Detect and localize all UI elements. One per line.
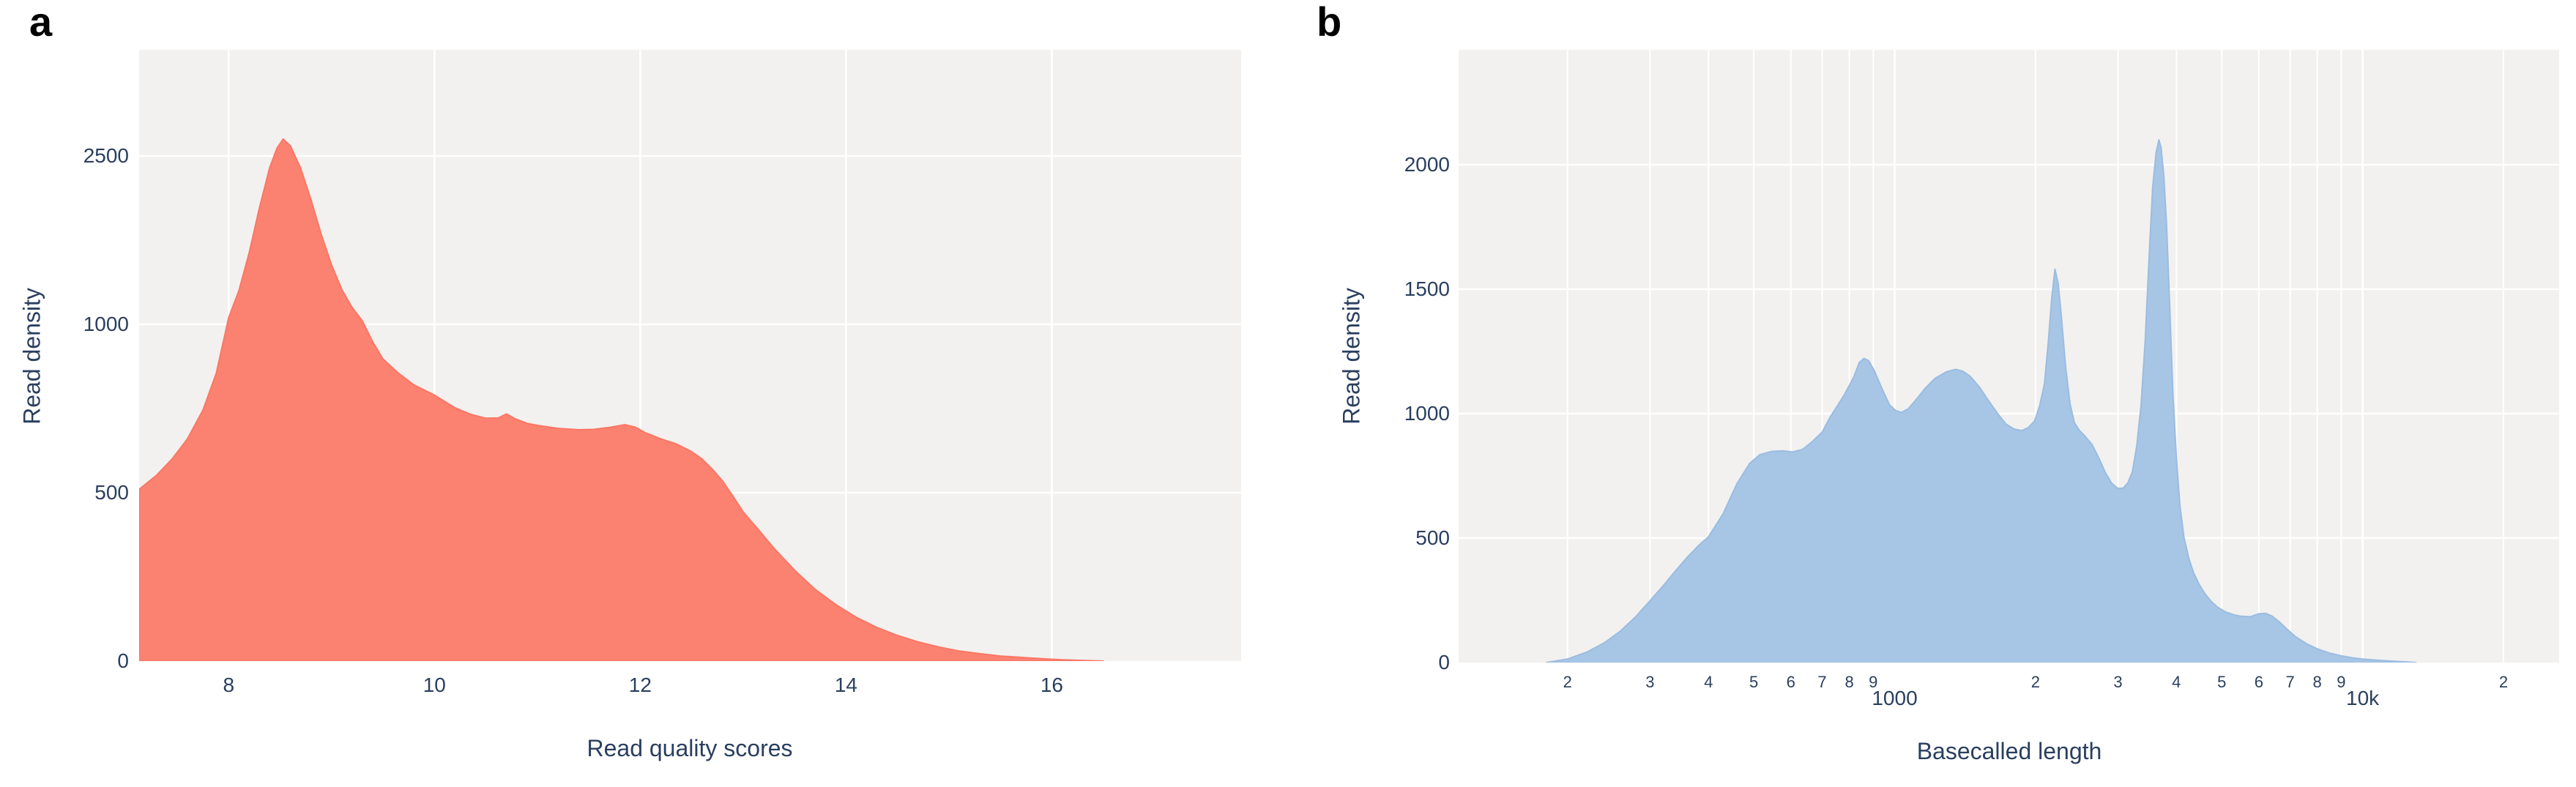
x-tick-label-b-minor: 6	[1786, 673, 1795, 691]
plot-area-a	[139, 50, 1241, 661]
y-axis-title-panel-a: Read density	[18, 288, 45, 425]
x-tick-label-a: 16	[1040, 674, 1064, 696]
y-tick-label-b: 2000	[1404, 153, 1450, 176]
density-area-a	[139, 138, 1104, 661]
plot-area-b	[1459, 50, 2559, 663]
y-tick-label-a: 2500	[83, 144, 129, 167]
x-tick-label-b-minor: 9	[1869, 673, 1878, 691]
y-axis-title-panel-b: Read density	[1338, 288, 1365, 425]
y-tick-label-b: 1500	[1404, 277, 1450, 300]
x-tick-label-b-minor: 2	[1563, 673, 1572, 691]
x-tick-label-b-minor: 7	[1817, 673, 1827, 691]
x-tick-label-b: 1000	[1872, 687, 1918, 709]
y-tick-label-b: 0	[1438, 651, 1450, 674]
x-tick-label-b-minor: 2	[2030, 673, 2041, 691]
x-tick-label-a: 10	[422, 674, 446, 696]
x-tick-label-b-minor: 4	[1704, 673, 1713, 691]
x-tick-label-b-minor: 7	[2285, 673, 2295, 691]
x-tick-label-b-minor: 5	[2217, 673, 2227, 691]
density-area-b	[1545, 139, 2417, 663]
panel-b-letter: b	[1317, 0, 1342, 45]
x-tick-label-a: 8	[223, 674, 235, 696]
panel-a-letter: a	[29, 0, 53, 45]
y-tick-label-a: 1000	[83, 313, 129, 335]
x-tick-label-a: 12	[628, 674, 652, 696]
x-tick-label-b-minor: 9	[2337, 673, 2346, 691]
x-axis-title-panel-b: Basecalled length	[1916, 738, 2102, 764]
x-tick-label-b-minor: 8	[2312, 673, 2322, 691]
x-axis-title-panel-a: Read quality scores	[587, 735, 793, 761]
x-tick-label-b-minor: 4	[2172, 673, 2181, 691]
y-tick-label-b: 1000	[1404, 402, 1450, 425]
x-tick-label-b-minor: 2	[2498, 673, 2509, 691]
x-tick-label-b-minor: 8	[1844, 673, 1854, 691]
x-tick-label-a: 14	[834, 674, 857, 696]
x-tick-label-b-minor: 5	[1749, 673, 1759, 691]
x-tick-label-b-minor: 3	[1645, 673, 1655, 691]
y-tick-label-a: 0	[117, 649, 129, 672]
x-tick-label-b-minor: 6	[2254, 673, 2263, 691]
x-tick-label-b: 10k	[2346, 687, 2380, 709]
y-tick-label-b: 500	[1415, 526, 1450, 549]
x-tick-label-b-minor: 3	[2113, 673, 2123, 691]
y-tick-label-a: 500	[94, 481, 129, 504]
